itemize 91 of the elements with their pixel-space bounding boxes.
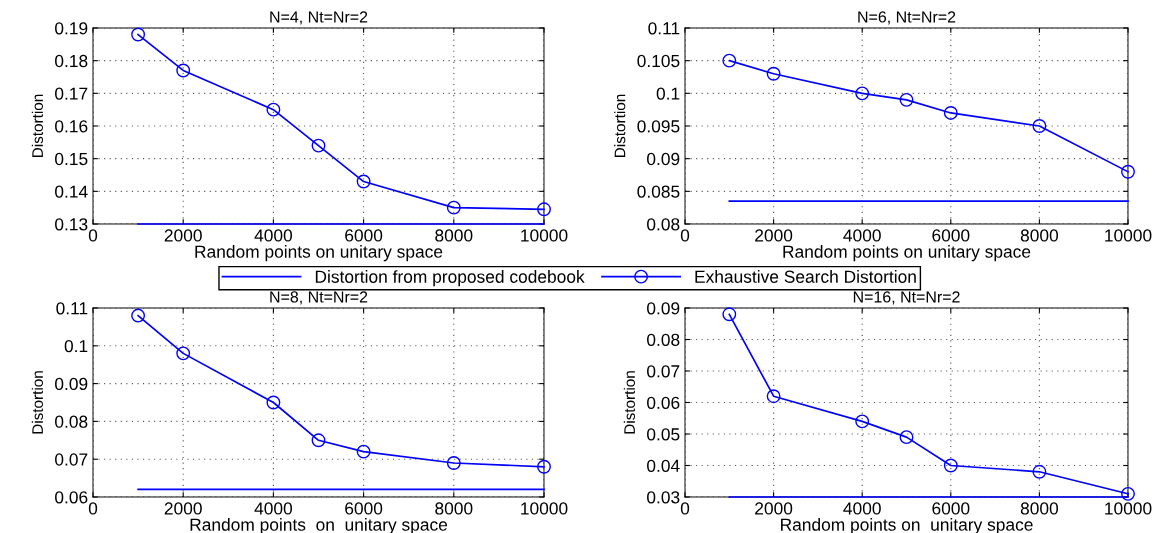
y-tick-label: 0.03 xyxy=(647,491,680,504)
x-tick-label: 2000 xyxy=(755,502,793,515)
y-tick-label: 0.08 xyxy=(647,333,680,346)
y-axis-title: Distortion xyxy=(31,94,43,158)
x-tick-label: 6000 xyxy=(345,502,383,515)
point xyxy=(1032,464,1047,479)
x-tick-label: 8000 xyxy=(1020,502,1059,515)
y-tick-label: 0.17 xyxy=(55,87,88,100)
y-tick-label: 0.14 xyxy=(55,185,88,198)
point xyxy=(766,66,781,81)
legend-label: Exhaustive Search Distortion xyxy=(695,270,916,283)
x-tick-label: 10000 xyxy=(521,502,568,515)
chart-title: N=8, Nt=Nr=2 xyxy=(270,291,368,305)
y-tick-label: 0.08 xyxy=(647,218,680,231)
x-tick-label: 10000 xyxy=(1105,502,1152,515)
point xyxy=(176,346,191,361)
y-tick-label: 0.09 xyxy=(647,302,680,315)
point xyxy=(266,395,281,410)
y-tick-label: 0.09 xyxy=(55,377,88,391)
point xyxy=(131,308,146,323)
x-tick-label: 10000 xyxy=(521,229,568,242)
x-tick-label: 10000 xyxy=(1105,229,1152,242)
y-tick-label: 0.105 xyxy=(637,54,680,68)
y-tick-label: 0.04 xyxy=(647,459,680,472)
y-tick-label: 0.1 xyxy=(64,339,88,353)
point xyxy=(722,307,737,322)
y-tick-label: 0.15 xyxy=(55,152,88,166)
x-tick-label: 0 xyxy=(680,502,690,515)
point xyxy=(899,92,914,107)
x-tick-label: 8000 xyxy=(435,502,473,515)
y-tick-label: 0.13 xyxy=(55,218,88,231)
y-axis-title: Distortion xyxy=(31,371,43,434)
y-tick-label: 0.09 xyxy=(647,152,680,166)
y-tick-label: 0.06 xyxy=(55,491,88,504)
x-tick-label: 0 xyxy=(88,229,98,242)
x-tick-label: 4000 xyxy=(843,229,881,242)
y-tick-label: 0.11 xyxy=(56,302,88,315)
y-axis-title: Distortion xyxy=(614,94,626,158)
chart-title: N=16, Nt=Nr=2 xyxy=(853,291,960,305)
point xyxy=(311,433,326,448)
chart-title: N=4, Nt=Nr=2 xyxy=(270,11,368,25)
x-tick-label: 8000 xyxy=(1020,229,1059,242)
point xyxy=(899,430,914,445)
point xyxy=(855,86,870,101)
x-tick-label: 6000 xyxy=(932,229,970,242)
y-tick-label: 0.18 xyxy=(55,54,88,68)
point xyxy=(1121,164,1135,179)
point xyxy=(537,202,551,217)
x-tick-label: 8000 xyxy=(435,229,473,242)
point xyxy=(855,414,870,429)
point xyxy=(943,458,958,473)
point xyxy=(766,389,781,404)
point xyxy=(311,138,326,153)
y-tick-label: 0.19 xyxy=(55,22,88,35)
y-tick-label: 0.05 xyxy=(647,428,680,441)
x-tick-label: 4000 xyxy=(254,229,293,242)
x-tick-label: 0 xyxy=(88,502,98,515)
point xyxy=(176,63,191,78)
y-tick-label: 0.08 xyxy=(55,415,88,428)
x-tick-label: 4000 xyxy=(843,502,881,515)
chart-title: N=6, Nt=Nr=2 xyxy=(858,11,956,25)
point xyxy=(356,174,371,189)
point xyxy=(266,102,281,117)
x-tick-label: 2000 xyxy=(164,229,202,242)
point xyxy=(943,105,958,120)
y-tick-label: 0.085 xyxy=(637,185,680,198)
point xyxy=(722,53,737,68)
point xyxy=(356,444,371,459)
x-axis-title: Random points on unitary space xyxy=(195,245,443,262)
y-tick-label: 0.16 xyxy=(55,120,88,133)
x-tick-label: 4000 xyxy=(254,502,293,515)
x-tick-label: 0 xyxy=(680,229,690,242)
point xyxy=(131,27,146,42)
y-axis-title: Distortion xyxy=(623,371,635,434)
y-tick-label: 0.1 xyxy=(656,87,680,100)
y-tick-label: 0.06 xyxy=(647,396,680,409)
y-tick-label: 0.07 xyxy=(55,453,88,466)
point xyxy=(1032,119,1047,133)
legend-label: Distortion from proposed codebook xyxy=(315,270,585,287)
x-tick-label: 2000 xyxy=(164,502,202,515)
x-tick-label: 6000 xyxy=(345,229,383,242)
x-tick-label: 2000 xyxy=(755,229,793,242)
y-tick-label: 0.095 xyxy=(637,120,680,133)
point xyxy=(446,200,461,215)
x-tick-label: 6000 xyxy=(932,502,970,515)
y-tick-label: 0.07 xyxy=(647,365,680,378)
y-tick-label: 0.11 xyxy=(648,22,680,35)
x-axis-title: Random points on unitary space xyxy=(783,245,1031,262)
point xyxy=(1121,486,1135,501)
point xyxy=(537,459,551,474)
point xyxy=(446,456,461,470)
